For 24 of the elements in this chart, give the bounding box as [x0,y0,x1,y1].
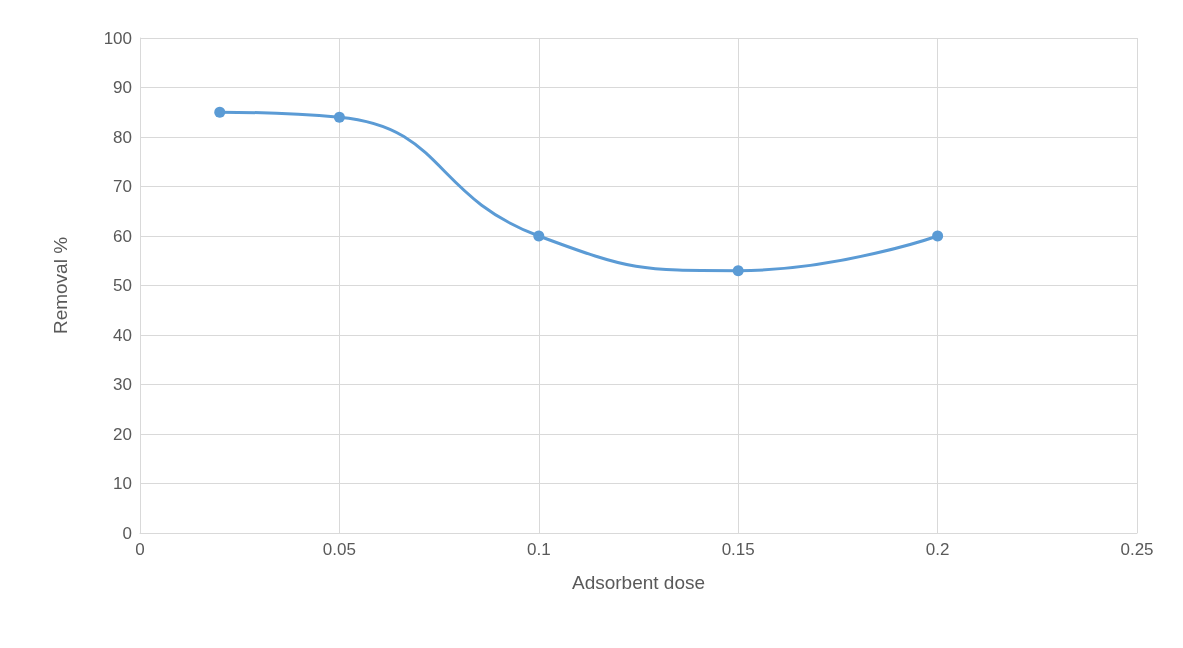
y-tick-label: 100 [103,28,132,48]
x-tick-label: 0.05 [322,540,356,559]
x-tick-label: 0 [135,540,145,559]
x-tick-label: 0.1 [526,540,551,559]
y-tick-label: 90 [113,78,132,97]
y-tick-label: 70 [113,177,132,196]
y-tick-label: 0 [122,523,132,543]
point [732,265,744,277]
point [533,230,545,242]
y-tick-label: 50 [113,276,132,295]
point [333,111,345,123]
x-tick-label: 0.15 [721,540,755,559]
y-tick-label: 30 [113,375,132,394]
x-tick-label: 0.25 [1120,540,1154,559]
y-axis-title: Removal % [50,236,71,335]
y-tick-label: 40 [113,325,132,345]
y-tick-label: 20 [113,424,132,444]
y-tick-label: 80 [113,127,132,147]
x-axis-title: Adsorbent dose [571,572,706,593]
y-tick-label: 60 [113,226,132,246]
x-tick-label: 0.2 [925,540,950,559]
point [214,106,226,118]
y-tick-label: 10 [113,474,132,493]
point [932,230,944,242]
